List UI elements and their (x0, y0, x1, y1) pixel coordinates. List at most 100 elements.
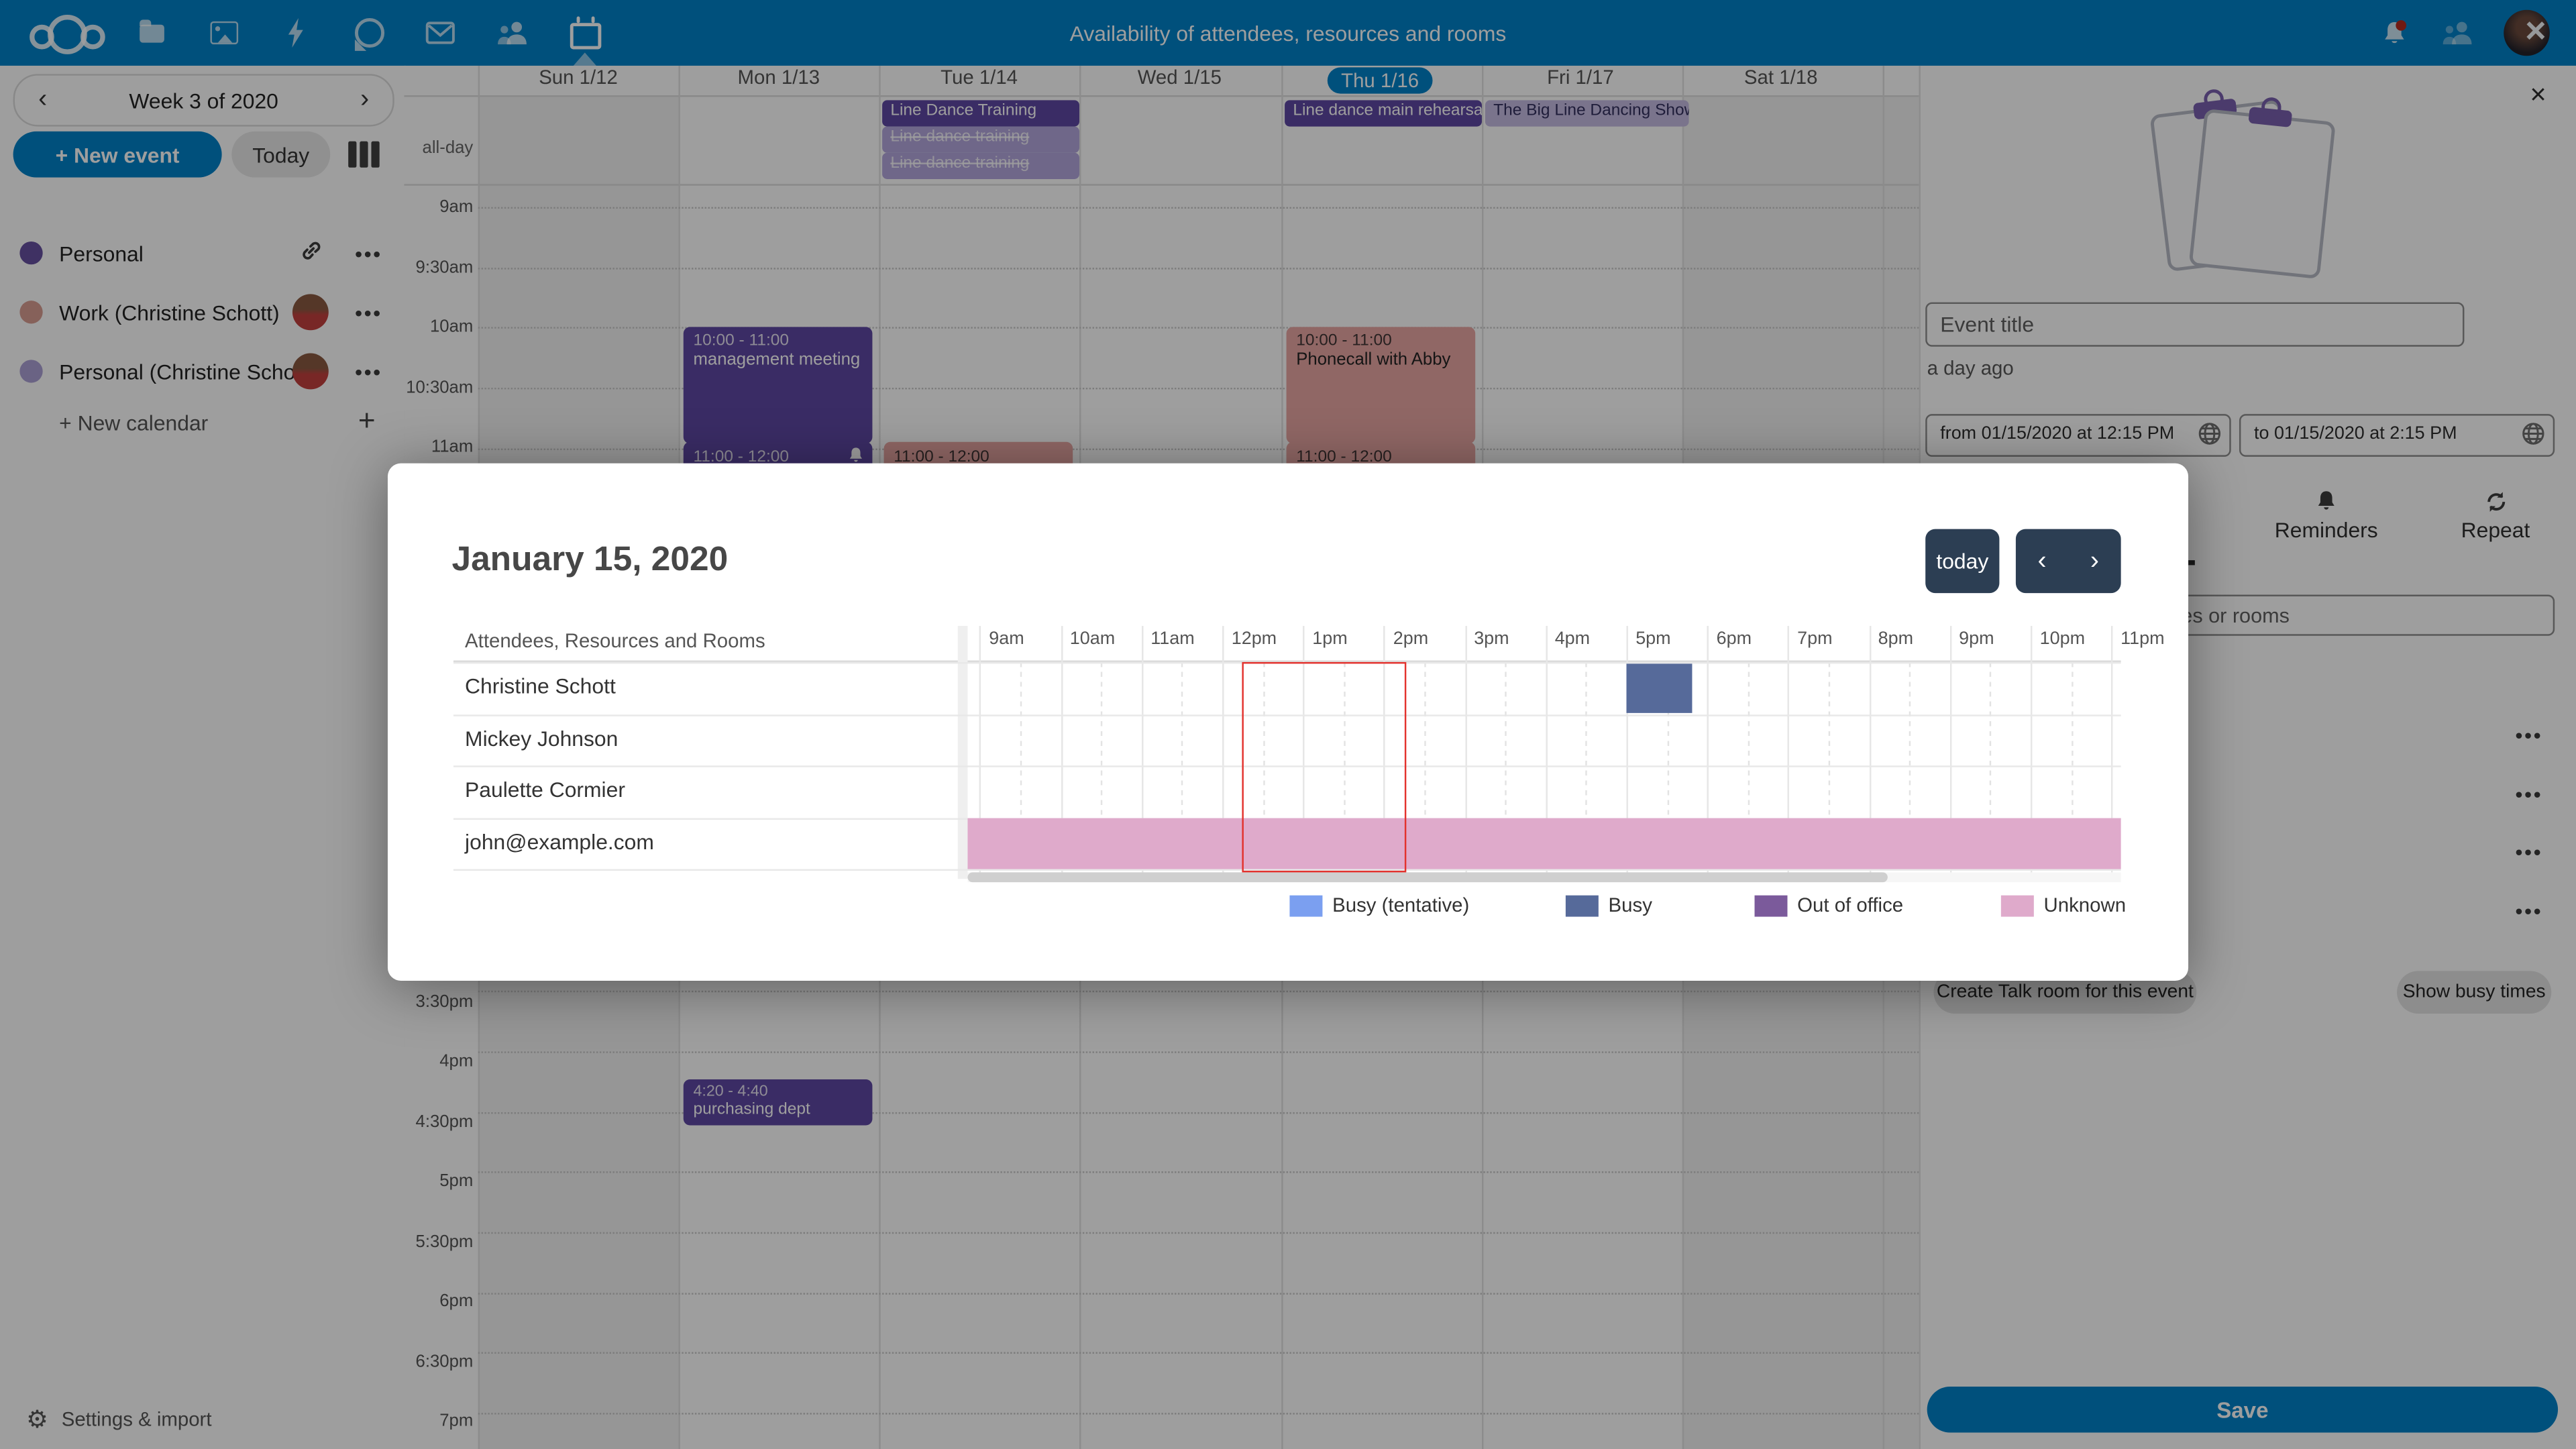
scheduler-scrollbar-thumb[interactable] (967, 872, 1888, 883)
attendee-menu-button[interactable]: ••• (2515, 898, 2543, 924)
new-calendar-plus-icon[interactable]: + (358, 404, 376, 437)
contacts-icon[interactable] (480, 0, 545, 66)
modal-today-button[interactable]: today (1925, 529, 2000, 594)
event-end-field[interactable]: to 01/15/2020 at 2:15 PM (2239, 414, 2555, 457)
gridline (2030, 626, 2033, 879)
files-icon[interactable] (118, 0, 184, 66)
day-header[interactable]: Mon 1/13 (737, 65, 820, 89)
divider (453, 660, 2121, 662)
gridline (478, 1051, 1919, 1053)
scheduler-hour-label: 1pm (1312, 629, 1348, 649)
attendee-row-label: Mickey Johnson (465, 726, 619, 751)
allday-event[interactable]: The Big Line Dancing Show (1485, 100, 1689, 127)
user-avatar[interactable] (2504, 9, 2550, 56)
gridline (1666, 661, 1669, 866)
time-label: 10:30am (406, 378, 474, 398)
gridline (1788, 626, 1790, 879)
day-header[interactable]: Tue 1/14 (941, 65, 1018, 89)
gridline (1586, 661, 1588, 866)
top-header-bar: Availability of attendees, resources and… (0, 0, 2576, 66)
photos-icon[interactable] (191, 0, 256, 66)
calendar-list-item[interactable]: Personal (Christine Scho... ••• (0, 341, 404, 400)
previous-day-button[interactable]: ‹ (2037, 546, 2047, 574)
event-block[interactable]: 4:20 - 4:40 purchasing dept (683, 1079, 873, 1126)
day-header[interactable]: Wed 1/15 (1137, 65, 1222, 89)
new-calendar-button[interactable]: + New calendar (59, 411, 209, 435)
allday-event[interactable]: Line dance main rehearsal (1285, 100, 1482, 127)
talk-icon[interactable] (337, 0, 402, 66)
day-header[interactable]: Sat 1/18 (1743, 65, 1818, 89)
activity-icon[interactable] (263, 0, 329, 66)
event-start-field[interactable]: from 01/15/2020 at 12:15 PM (1925, 414, 2231, 457)
gridline (478, 1171, 1919, 1174)
event-block[interactable]: 10:00 - 11:00 Phonecall with Abby (1286, 327, 1476, 444)
gridline (1222, 626, 1224, 879)
calendar-menu-button[interactable]: ••• (354, 241, 382, 266)
attendee-menu-button[interactable]: ••• (2515, 722, 2543, 748)
event-time-selection[interactable] (1242, 661, 1407, 873)
allday-event-cancelled[interactable]: Line dance training (882, 152, 1079, 179)
time-label: 6:30pm (415, 1352, 474, 1372)
next-week-button[interactable]: › (360, 85, 370, 113)
scheduler-hour-label: 9pm (1959, 629, 1994, 649)
gridline (478, 990, 1919, 993)
allday-event[interactable]: Line Dance Training (882, 100, 1079, 127)
time-label: 5:30pm (415, 1232, 474, 1252)
close-sidebar-icon[interactable]: × (2530, 78, 2546, 111)
scheduler-hour-label: 6pm (1716, 629, 1752, 649)
save-button[interactable]: Save (1927, 1386, 2559, 1433)
calendar-color-dot (19, 301, 43, 324)
tab-reminders[interactable]: Reminders (2244, 490, 2408, 542)
attendee-row-label: john@example.com (465, 829, 654, 855)
scheduler-hour-label: 9am (989, 629, 1024, 649)
time-label: 7pm (439, 1411, 474, 1432)
gridline (478, 207, 1919, 209)
day-header[interactable]: Fri 1/17 (1547, 65, 1614, 89)
gridline (1343, 661, 1346, 866)
calendar-name: Personal (59, 241, 144, 266)
attendee-menu-button[interactable]: ••• (2515, 782, 2543, 807)
attendee-menu-button[interactable]: ••• (2515, 839, 2543, 865)
contacts-menu-icon[interactable] (2425, 0, 2491, 66)
gridline (1101, 661, 1103, 866)
attendee-row-label: Paulette Cormier (465, 777, 625, 802)
timezone-globe-icon[interactable] (2522, 422, 2544, 453)
scheduler-scrollbar-track[interactable] (967, 872, 2121, 883)
mail-icon[interactable] (407, 0, 473, 66)
calendar-menu-button[interactable]: ••• (354, 301, 382, 325)
column-gap (957, 626, 968, 879)
calendar-list-item[interactable]: Work (Christine Schott) ••• (0, 282, 404, 341)
gridline (1990, 661, 1992, 866)
time-label: 11am (431, 437, 474, 457)
modal-day-nav: ‹ › (2015, 529, 2121, 594)
gridline (1545, 626, 1548, 879)
event-block[interactable]: 10:00 - 11:00 management meeting (683, 327, 873, 444)
day-header[interactable]: Sun 1/12 (539, 65, 618, 89)
view-switcher-icon[interactable] (348, 141, 380, 168)
scheduler-hour-label: 5pm (1635, 629, 1671, 649)
gridline (1909, 661, 1911, 866)
share-link-icon[interactable] (299, 238, 324, 271)
week-label[interactable]: Week 3 of 2020 (129, 88, 278, 113)
gridline (1181, 661, 1184, 866)
calendar-name: Personal (Christine Scho... (59, 360, 313, 385)
week-navigation: ‹ Week 3 of 2020 › (13, 74, 394, 127)
timezone-globe-icon[interactable] (2198, 422, 2221, 453)
calendar-list-item[interactable]: Personal ••• (0, 223, 404, 282)
time-label: 9am (439, 197, 474, 217)
settings-import-button[interactable]: ⚙ Settings & import (26, 1405, 211, 1434)
show-busy-times-button[interactable]: Show busy times (2397, 971, 2552, 1014)
day-header-today[interactable]: Thu 1/16 (1280, 67, 1481, 99)
today-button[interactable]: Today (231, 131, 331, 178)
allday-event-cancelled[interactable]: Line dance training (882, 126, 1079, 153)
next-day-button[interactable]: › (2090, 546, 2099, 574)
previous-week-button[interactable]: ‹ (38, 85, 48, 113)
new-event-button[interactable]: + New event (13, 131, 222, 178)
calendar-menu-button[interactable]: ••• (354, 360, 382, 385)
notifications-bell-icon[interactable] (2361, 0, 2426, 66)
event-title-input[interactable] (1925, 302, 2465, 347)
gridline (1020, 661, 1022, 866)
calendar-app-icon[interactable] (552, 0, 618, 66)
time-label: 4pm (439, 1051, 474, 1071)
tab-repeat[interactable]: Repeat (2414, 490, 2576, 542)
